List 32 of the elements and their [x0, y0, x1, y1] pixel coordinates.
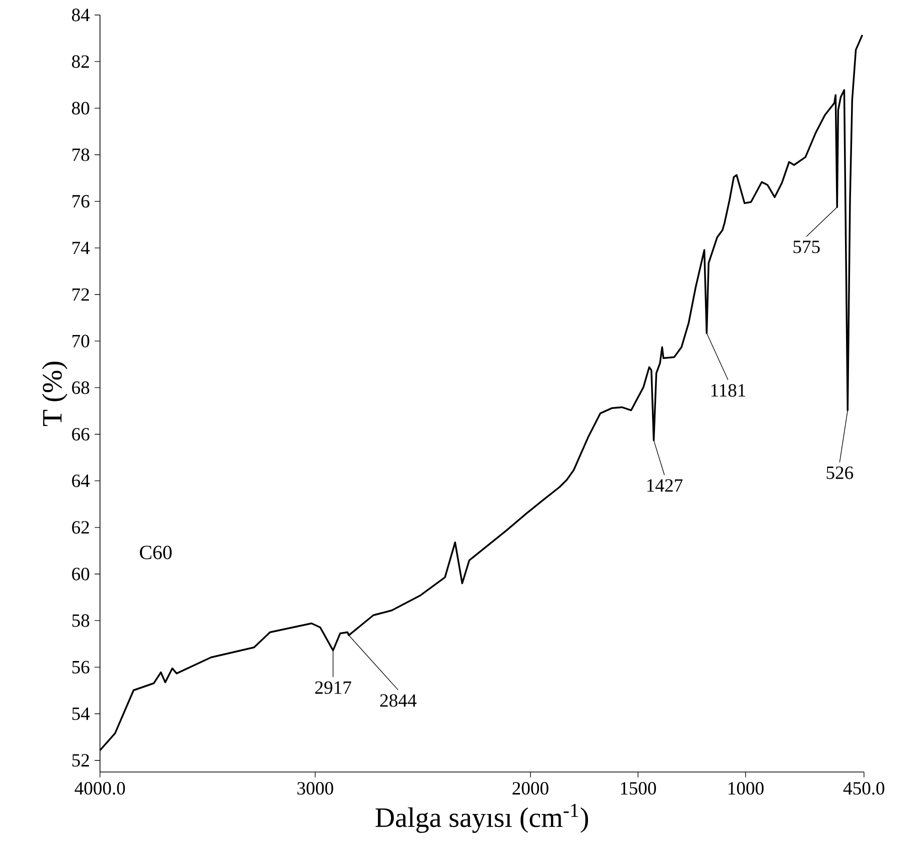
- y-tick-label: 64: [72, 474, 90, 488]
- y-tick-label: 78: [72, 148, 90, 162]
- annotation: 575: [794, 240, 820, 254]
- y-tick-label: 82: [72, 55, 89, 68]
- y-tick-label: 72: [72, 288, 89, 301]
- y-tick-label: 66: [72, 428, 90, 441]
- x-tick-label: 3000: [297, 782, 334, 795]
- x-tick-label: 4000.0: [74, 782, 125, 795]
- y-tick-label: 58: [72, 614, 90, 627]
- x-tick-label: 1500: [620, 782, 656, 795]
- y-tick-label: 52: [72, 754, 89, 767]
- y-axis-title: T (%): [42, 362, 68, 426]
- y-tick-label: 76: [72, 195, 90, 208]
- y-tick-label: 54: [72, 708, 90, 720]
- y-tick-label: 56: [72, 660, 90, 674]
- annotation: 526: [826, 466, 854, 480]
- y-tick-label: 84: [72, 8, 90, 22]
- x-tick-label: 1000: [728, 782, 764, 795]
- y-tick-label: 62: [72, 521, 89, 534]
- y-tick-label: 74: [72, 242, 90, 254]
- y-tick-label: 68: [72, 381, 90, 394]
- x-tick-label: 2000: [512, 782, 548, 795]
- annotation: 2844: [380, 694, 417, 707]
- annotation: 2917: [315, 681, 352, 694]
- x-axis-title: Dalga sayısı (cm$^{-1}$): [376, 804, 588, 833]
- annotation: 1181: [711, 384, 746, 397]
- annotation: C60: [140, 546, 172, 560]
- y-tick-label: 70: [72, 334, 90, 348]
- y-tick-label: 60: [72, 568, 90, 580]
- y-tick-label: 80: [72, 102, 90, 114]
- annotation: 1427: [647, 479, 683, 492]
- x-tick-label: 450.0: [843, 782, 884, 795]
